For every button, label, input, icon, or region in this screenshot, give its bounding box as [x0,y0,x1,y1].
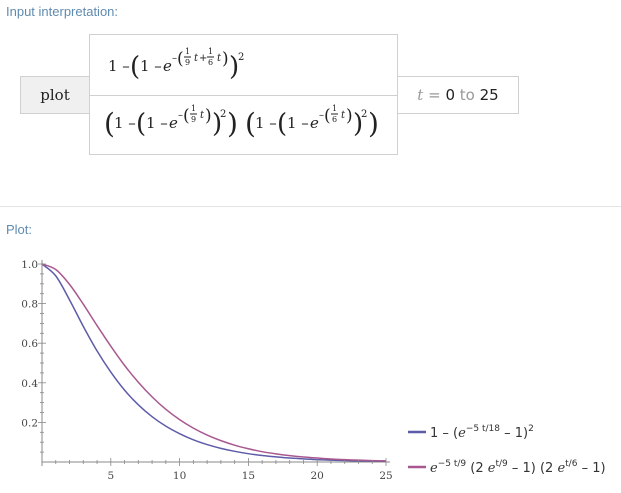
plot-label: Plot: [6,222,33,237]
svg-text:t: t [217,53,222,64]
series-line-2 [41,263,387,462]
svg-text:2: 2 [220,109,226,120]
y-tick-label: 0.8 [21,299,38,311]
svg-text:–: – [319,110,324,121]
svg-text:1 –: 1 – [108,57,130,75]
x-tick-label: 5 [107,470,114,482]
y-tick-label: 1.0 [21,259,38,271]
svg-text:6: 6 [332,115,337,124]
legend-label-1: 1 – (e−5 t/18 – 1)2 [430,424,534,441]
svg-text:e: e [163,57,172,75]
svg-text:): ) [212,109,222,139]
svg-text:(: ( [183,106,190,126]
chart-curves [41,263,387,463]
svg-text:e: e [169,114,178,132]
x-tick-label: 15 [242,470,255,482]
section-divider [0,206,621,207]
range-equals: = [428,86,441,104]
svg-text:(: ( [277,109,287,139]
svg-text:1 –: 1 – [114,114,136,132]
x-tick-label: 25 [379,470,392,482]
svg-text:(: ( [136,109,146,139]
svg-text:9: 9 [191,115,196,124]
svg-text:1: 1 [332,104,337,113]
x-tick-label: 10 [173,470,186,482]
chart-axes [41,260,390,466]
svg-text:t: t [194,53,199,64]
svg-text:1 –: 1 – [255,114,277,132]
svg-text:(: ( [245,107,256,140]
expression-formula: 1 – ( 1 – e – ( 1 9 t + 1 6 t ) ) 2 ( 1 … [90,47,399,140]
svg-text:1 –: 1 – [146,114,168,132]
y-tick-label: 0.6 [21,338,38,350]
svg-text:): ) [227,107,238,140]
svg-text:): ) [346,106,353,126]
series-line-1 [41,263,387,463]
plot-command-word: plot [40,86,70,104]
x-tick-label: 20 [311,470,324,482]
svg-text:2: 2 [238,52,244,63]
svg-text:–: – [178,110,183,121]
svg-text:1 –: 1 – [140,57,162,75]
y-tick-label: 0.4 [21,378,38,390]
svg-text:1: 1 [208,47,213,56]
svg-text:–: – [172,53,177,64]
svg-text:9: 9 [185,58,190,67]
svg-text:(: ( [324,106,331,126]
range-cell: t = 0 to 25 [397,76,519,114]
svg-text:1 –: 1 – [287,114,309,132]
svg-text:): ) [222,49,229,69]
svg-text:(: ( [104,107,115,140]
range-to: 25 [479,86,499,104]
svg-text:e: e [310,114,319,132]
input-interpretation-label: Input interpretation: [6,4,119,19]
range-text: t = 0 to 25 [398,86,518,104]
legend-label-2: e−5 t/9 (2 et/9 – 1) (2 et/6 – 1) [430,459,606,476]
chart-legend: 1 – (e−5 t/18 – 1)2 e−5 t/9 (2 et/9 – 1) … [408,424,606,476]
svg-text:+: + [199,53,207,64]
svg-text:t: t [341,110,346,121]
svg-text:(: ( [177,49,184,69]
svg-text:1: 1 [191,104,196,113]
svg-text:): ) [205,106,212,126]
svg-text:t: t [200,110,205,121]
svg-text:): ) [368,107,379,140]
expression-denominator: ( 1 – ( 1 – e – ( 1 9 t ) ) 2 ) ( 1 – ( … [104,104,379,140]
range-variable: t [417,86,424,104]
svg-text:(: ( [130,52,140,82]
line-chart: 5 10 15 20 25 0.2 0.4 0.6 0.8 1.0 1 – (e−5 t/18 –… [21,259,606,482]
range-from: 0 [445,86,455,104]
chart-ticks: 5 10 15 20 25 0.2 0.4 0.6 0.8 1.0 [21,259,392,482]
y-tick-label: 0.2 [21,417,38,429]
svg-text:): ) [229,52,239,82]
svg-text:6: 6 [208,58,213,67]
expression-numerator: 1 – ( 1 – e – ( 1 9 t + 1 6 t ) ) 2 [108,47,244,82]
svg-text:): ) [353,109,363,139]
expression-cell: 1 – ( 1 – e – ( 1 9 t + 1 6 t ) ) 2 ( 1 … [89,34,399,155]
range-to-word: to [459,86,475,104]
svg-text:2: 2 [361,109,367,120]
plot-command-cell: plot [20,76,90,114]
svg-text:1: 1 [185,47,190,56]
